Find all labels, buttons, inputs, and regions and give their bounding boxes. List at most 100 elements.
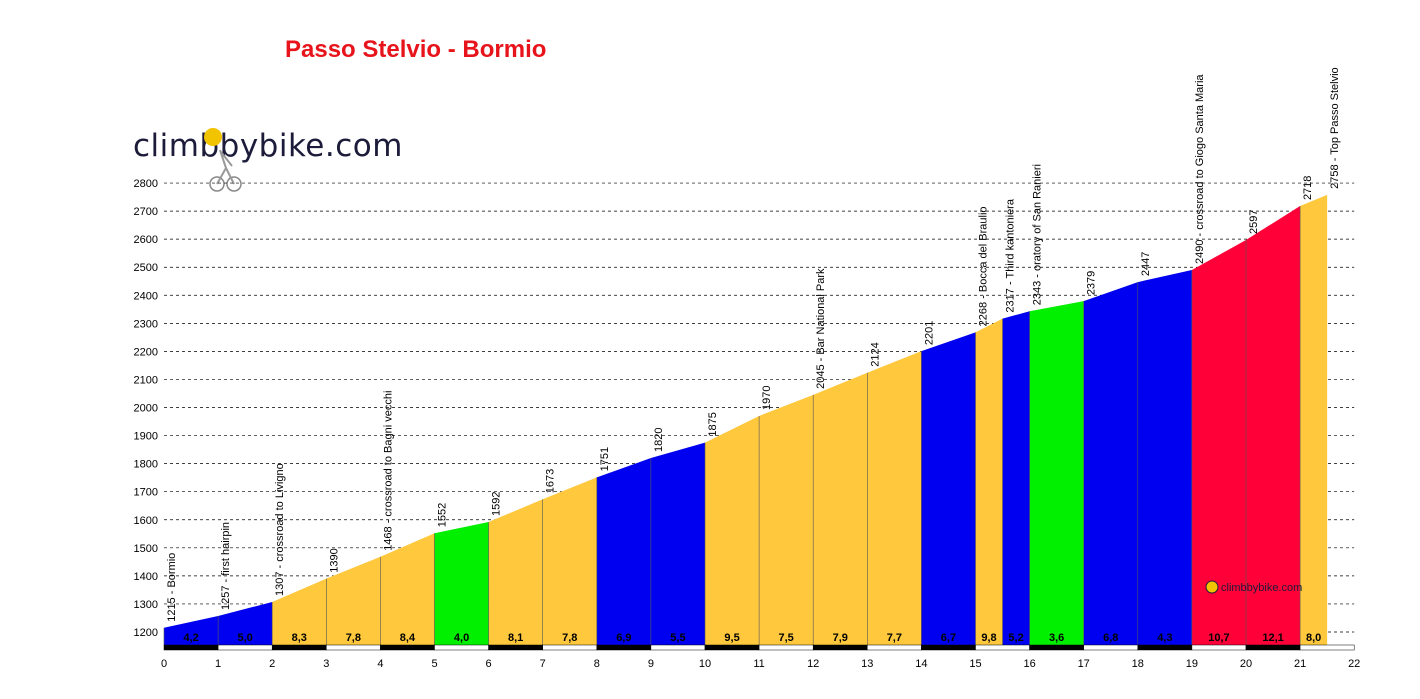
segment-grade-label: 8,3 <box>292 632 307 644</box>
segment-grade-label: 5,5 <box>670 632 685 644</box>
km-bar-segment <box>1137 644 1193 651</box>
x-tick-label: 22 <box>1348 658 1360 670</box>
km-bar-segment <box>1299 644 1355 651</box>
km-bar-segment <box>380 644 435 651</box>
y-tick-label: 2100 <box>134 374 158 386</box>
segment-grade-label: 7,8 <box>562 632 577 644</box>
x-tick-label: 17 <box>1078 658 1090 670</box>
segment-grade-label: 8,4 <box>400 632 416 644</box>
profile-segment <box>1137 270 1192 645</box>
elevation-label: 1552 <box>437 503 449 527</box>
x-tick-label: 7 <box>540 658 546 670</box>
km-bar-segment <box>867 644 922 651</box>
y-tick-label: 2700 <box>134 206 158 218</box>
elevation-label: 2124 <box>869 342 881 366</box>
elevation-label: 2490 - crossroad to Giogo Santa Maria <box>1194 74 1206 264</box>
y-tick-label: 2200 <box>134 346 158 358</box>
profile-segment <box>164 616 219 645</box>
profile-segment <box>1300 194 1328 645</box>
profile-segment <box>1002 311 1030 645</box>
segment-grade-label: 4,0 <box>454 632 469 644</box>
cyclist-logo-icon <box>204 128 242 192</box>
elevation-label: 2758 - Top Passo Stelvio <box>1329 67 1341 188</box>
elevation-label: 2343 - oratory of San Ranieri <box>1032 164 1044 305</box>
segment-grade-label: 8,1 <box>508 632 523 644</box>
elevation-label: 1257 - first hairpin <box>220 522 232 610</box>
x-tick-label: 15 <box>969 658 981 670</box>
y-tick-label: 1700 <box>134 487 158 499</box>
y-tick-label: 2600 <box>134 234 158 246</box>
elevation-label: 1390 <box>328 548 340 572</box>
km-bar-segment <box>1029 644 1084 651</box>
profile-segment <box>542 477 597 645</box>
segment-grade-label: 12,1 <box>1262 632 1283 644</box>
elevation-label: 1970 <box>761 385 773 409</box>
profile-segment <box>434 522 489 645</box>
km-bar-segment <box>271 644 327 651</box>
km-bar-segment <box>434 644 489 651</box>
x-tick-label: 9 <box>648 658 654 670</box>
profile-segment <box>705 415 760 645</box>
segment-grade-label: 5,0 <box>238 632 253 644</box>
y-tick-label: 2800 <box>134 178 158 190</box>
profile-segment <box>488 499 543 645</box>
profile-segment <box>380 533 435 645</box>
segment-grade-label: 10,7 <box>1208 632 1229 644</box>
elevation-label: 2268 - Bocca del Braulio <box>978 206 990 326</box>
elevation-label: 2718 <box>1302 176 1314 200</box>
elevation-label: 2597 <box>1248 210 1260 234</box>
x-tick-label: 14 <box>915 658 927 670</box>
x-tick-label: 12 <box>807 658 819 670</box>
y-tick-label: 2400 <box>134 290 158 302</box>
km-bar-segment <box>217 644 273 651</box>
x-tick-label: 0 <box>161 658 167 670</box>
elevation-label: 2045 - Bar National Park <box>815 268 827 389</box>
x-tick-label: 8 <box>594 658 600 670</box>
elevation-label: 1751 <box>599 447 611 471</box>
y-tick-label: 2300 <box>134 318 158 330</box>
page-title: Passo Stelvio - Bormio <box>285 36 547 63</box>
profile-segment <box>867 351 922 645</box>
y-tick-label: 1400 <box>134 571 158 583</box>
y-tick-label: 1900 <box>134 431 158 443</box>
segment-grade-label: 4,2 <box>183 632 198 644</box>
profile-segment <box>1246 206 1301 645</box>
profile-segment <box>1083 282 1138 645</box>
km-bar-segment <box>596 644 652 651</box>
x-tick-label: 16 <box>1023 658 1035 670</box>
watermark-text: climbbybike.com <box>1221 582 1302 594</box>
segment-grade-label: 4,3 <box>1157 632 1172 644</box>
km-bar-segment <box>921 644 976 651</box>
segment-grade-label: 7,7 <box>887 632 902 644</box>
x-tick-label: 2 <box>269 658 275 670</box>
km-bar-segment <box>758 644 814 651</box>
elevation-label: 2379 <box>1086 271 1098 295</box>
y-tick-label: 1800 <box>134 459 158 471</box>
segment-grade-label: 9,8 <box>981 632 996 644</box>
km-bar-segment <box>812 644 868 651</box>
brand-logo: climbbybike.com <box>133 128 403 164</box>
km-bar-segment <box>163 644 219 651</box>
profile-segment <box>650 442 705 645</box>
y-tick-label: 1200 <box>134 627 158 639</box>
x-tick-label: 10 <box>699 658 711 670</box>
x-tick-label: 1 <box>215 658 221 670</box>
x-tick-label: 11 <box>753 658 764 670</box>
segment-grade-label: 8,0 <box>1306 632 1321 644</box>
x-tick-label: 4 <box>377 658 383 670</box>
y-tick-label: 1500 <box>134 543 158 555</box>
segment-grade-label: 7,8 <box>346 632 361 644</box>
profile-segment <box>813 372 868 645</box>
km-bar-segment <box>975 644 1030 651</box>
elevation-label: 2447 <box>1140 252 1152 276</box>
x-tick-label: 13 <box>861 658 873 670</box>
elevation-label: 1820 <box>653 428 665 452</box>
y-tick-label: 2500 <box>134 262 158 274</box>
km-bar-segment <box>542 644 598 651</box>
profile-segment <box>218 601 273 645</box>
km-bar-segment <box>1083 644 1139 651</box>
km-bar-segment <box>650 644 706 651</box>
profile-segment <box>921 332 976 645</box>
segment-grade-label: 7,5 <box>779 632 794 644</box>
